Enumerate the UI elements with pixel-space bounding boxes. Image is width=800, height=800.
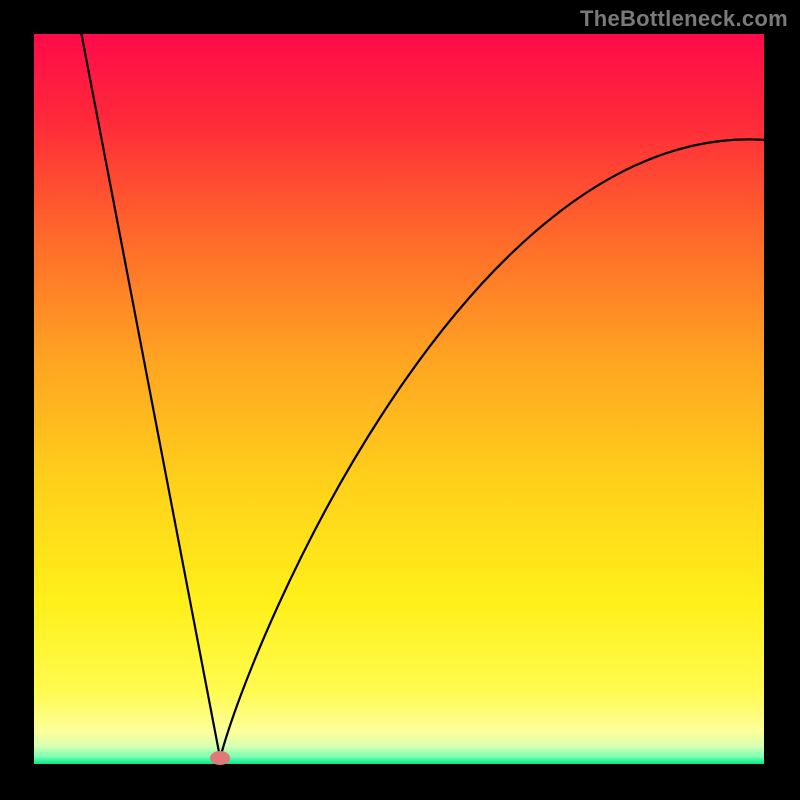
watermark-text: TheBottleneck.com	[580, 6, 788, 32]
plot-area	[34, 34, 764, 764]
gradient-background	[34, 34, 764, 764]
chart-container: TheBottleneck.com	[0, 0, 800, 800]
